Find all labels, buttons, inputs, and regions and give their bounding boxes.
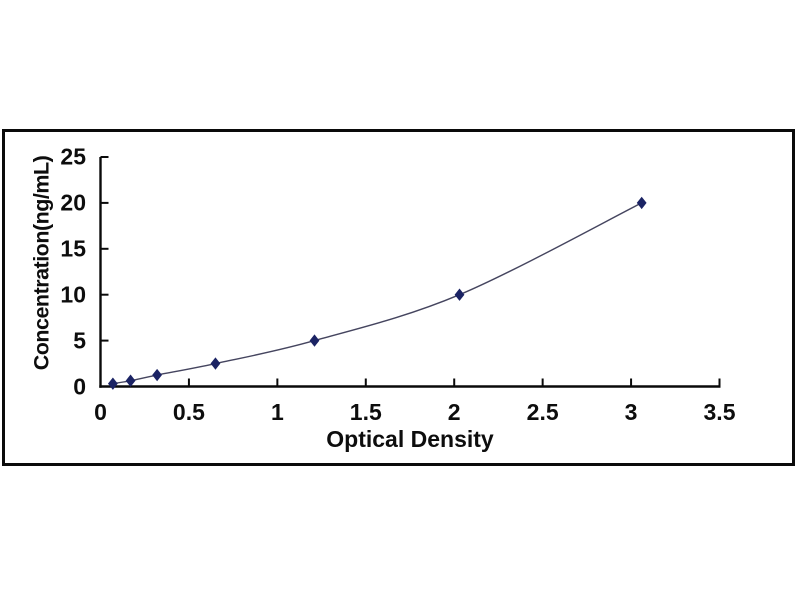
x-tick-label: 3.5 [703,399,736,425]
data-point-diamond-marker [636,196,647,210]
x-tick-label: 1.5 [349,399,382,425]
x-tick-label: 2.5 [526,399,559,425]
data-point-diamond-marker [152,368,162,382]
data-point-diamond-marker [107,377,118,390]
y-tick-label: 15 [60,235,86,262]
y-tick-label: 5 [73,327,86,354]
y-tick-label: 0 [73,373,86,399]
y-tick-label: 10 [60,281,86,308]
y-axis-title: Concentration(ng/mL) [29,155,54,371]
y-tick-label: 25 [60,143,86,170]
x-tick-label: 0.5 [172,399,205,425]
x-tick-label: 1 [270,399,284,425]
data-point-diamond-marker [125,374,136,387]
y-tick-label: 20 [60,189,86,216]
x-tick-label: 2 [447,399,461,425]
data-point-diamond-marker [454,288,465,301]
chart-border-frame [2,129,795,466]
data-point-diamond-marker [210,357,221,370]
x-tick-label: 3 [624,399,638,425]
x-tick-label: 0 [94,399,107,425]
data-point-diamond-marker [309,334,320,347]
x-axis-title: Optical Density [326,426,494,452]
standard-curve-line [112,202,642,385]
